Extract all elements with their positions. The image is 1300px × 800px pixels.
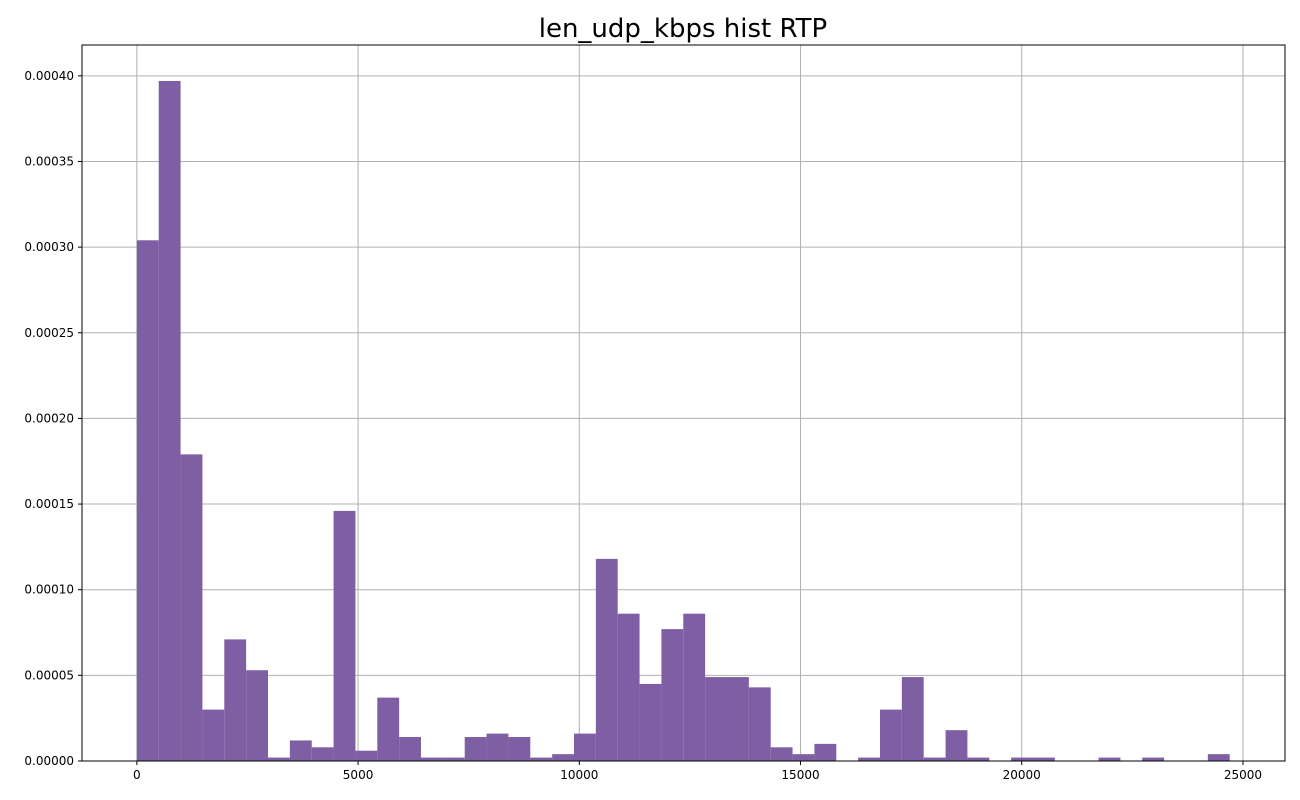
histogram-bar <box>573 733 596 761</box>
y-tick-label: 0.00035 <box>24 154 74 168</box>
plot-frame <box>81 44 1286 762</box>
histogram-bar <box>246 670 269 761</box>
histogram-bar <box>333 510 356 761</box>
grid-lines <box>82 45 1285 762</box>
histogram-bar <box>617 613 640 761</box>
y-tick-label: 0.00005 <box>24 668 74 682</box>
histogram-bar <box>967 757 990 761</box>
histogram-bar <box>508 737 531 761</box>
histogram-bar <box>945 730 968 761</box>
y-tick-label: 0.00015 <box>24 497 74 511</box>
histogram-bar <box>661 629 684 761</box>
histogram-bar <box>486 733 509 761</box>
y-tick-label: 0.00010 <box>24 583 74 597</box>
histogram-bar <box>770 747 793 761</box>
x-axis-ticks: 0 5000 10000 15000 20000 25000 <box>133 761 1262 782</box>
chart-title: len_udp_kbps hist RTP <box>539 14 828 44</box>
histogram-bar <box>224 639 247 761</box>
bars <box>136 80 1230 762</box>
histogram-bar <box>136 240 159 762</box>
histogram-bar <box>748 687 771 761</box>
histogram-bar <box>420 757 443 761</box>
histogram-bar <box>289 740 312 761</box>
histogram-bar <box>1011 757 1033 761</box>
x-tick-label: 10000 <box>560 768 598 782</box>
histogram-bar <box>901 677 924 761</box>
histogram-bar <box>792 754 815 761</box>
y-tick-label: 0.00025 <box>24 326 74 340</box>
y-axis-ticks: 0.00000 0.00005 0.00010 0.00015 0.00020 0.000… <box>24 69 82 768</box>
histogram-bar <box>377 697 400 761</box>
histogram-bar <box>923 757 946 761</box>
histogram-bar <box>879 709 902 761</box>
histogram-bar <box>1032 757 1055 761</box>
histogram-bar <box>1098 757 1121 761</box>
histogram-bar <box>355 750 378 761</box>
histogram-bar <box>726 677 749 761</box>
histogram-bar <box>464 737 487 761</box>
x-tick-label: 0 <box>133 768 141 782</box>
x-tick-label: 25000 <box>1224 768 1262 782</box>
histogram-bar <box>202 709 225 761</box>
histogram-bar <box>268 757 290 761</box>
histogram-bar <box>858 757 880 761</box>
histogram-bar <box>639 683 662 761</box>
histogram-bar <box>442 757 465 761</box>
histogram-bar <box>814 743 837 761</box>
histogram-bar <box>399 737 421 761</box>
x-tick-label: 20000 <box>1003 768 1041 782</box>
histogram-bar <box>683 613 706 761</box>
y-tick-label: 0.00040 <box>24 69 74 83</box>
histogram-bar <box>180 454 203 761</box>
histogram-bar <box>1207 754 1230 761</box>
histogram-bar <box>595 558 618 761</box>
x-tick-label: 15000 <box>781 768 819 782</box>
y-tick-label: 0.00030 <box>24 240 74 254</box>
x-tick-label: 5000 <box>343 768 374 782</box>
y-tick-label: 0.00000 <box>24 754 74 768</box>
histogram-bar <box>530 757 553 761</box>
histogram-bar <box>1142 757 1165 761</box>
histogram-bar <box>311 747 334 761</box>
histogram-bar <box>705 677 727 761</box>
histogram-bar <box>552 754 574 761</box>
histogram-bar <box>158 80 181 761</box>
y-tick-label: 0.00020 <box>24 411 74 425</box>
